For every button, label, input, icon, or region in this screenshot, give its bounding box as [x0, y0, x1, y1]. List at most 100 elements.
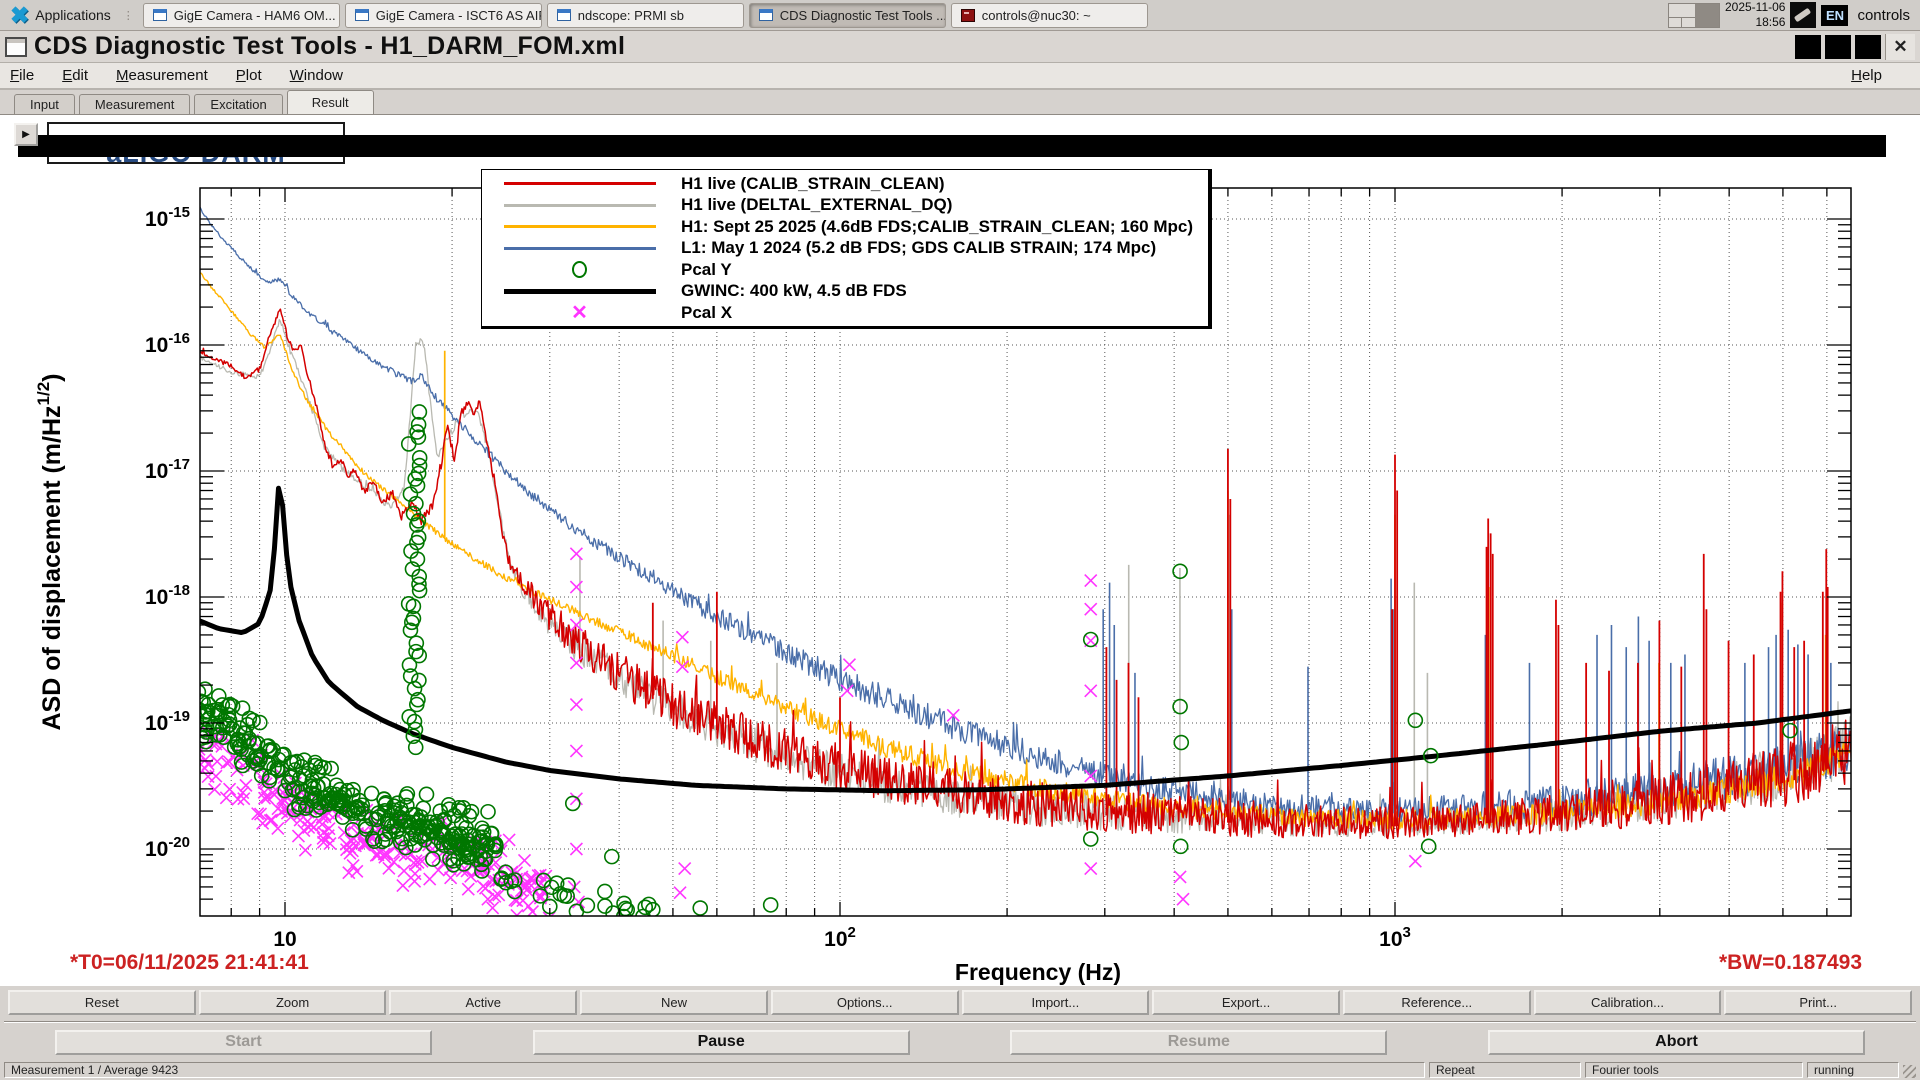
taskbar-window-2[interactable]: GigE Camera - ISCT6 AS AIR — [345, 3, 542, 28]
print-button[interactable]: Print... — [1724, 990, 1912, 1015]
export-button[interactable]: Export... — [1152, 990, 1340, 1015]
x-tick-label: 10 — [273, 928, 296, 951]
taskbar-window-4[interactable]: CDS Diagnostic Test Tools ... — [749, 3, 946, 28]
abort-button[interactable]: Abort — [1488, 1030, 1865, 1055]
taskbar-window-3[interactable]: ndscope: PRMI sb — [547, 3, 744, 28]
minimize-button[interactable] — [1795, 35, 1821, 59]
t0-annotation: *T0=06/11/2025 21:41:41 — [70, 951, 309, 975]
applications-label: Applications — [35, 7, 111, 23]
trace-gwinc-400-kw-4-5-db-fds — [200, 488, 1851, 790]
terminal-icon — [961, 9, 975, 22]
window-icon — [759, 9, 773, 21]
taskbar-window-label: GigE Camera - ISCT6 AS AIR — [376, 8, 542, 23]
window-controls — [1795, 34, 1915, 60]
legend-marker — [482, 247, 677, 250]
import-button[interactable]: Import... — [962, 990, 1150, 1015]
scatter-pcal-x — [190, 548, 1421, 929]
x-axis-label: Frequency (Hz) — [955, 959, 1121, 985]
active-button[interactable]: Active — [389, 990, 577, 1015]
status-repeat: Repeat — [1429, 1062, 1581, 1078]
shade-button[interactable] — [1855, 35, 1881, 59]
taskbar-window-label: CDS Diagnostic Test Tools ... — [780, 8, 946, 23]
menu-window[interactable]: Window — [290, 67, 343, 84]
workspace-pager[interactable] — [1668, 3, 1720, 28]
legend-marker — [482, 204, 677, 207]
new-button[interactable]: New — [580, 990, 768, 1015]
menu-plot[interactable]: Plot — [236, 67, 262, 84]
calibration-button[interactable]: Calibration... — [1534, 990, 1722, 1015]
menu-help[interactable]: Help — [1851, 67, 1882, 84]
menu-file[interactable]: File — [10, 67, 34, 84]
taskbar-window-label: controls@nuc30: ~ — [982, 8, 1091, 23]
y-tick-label: 10-20 — [145, 834, 190, 861]
start-button: Start — [55, 1030, 432, 1055]
applications-menu[interactable]: ✖ Applications — [6, 2, 115, 29]
window-icon — [557, 9, 571, 21]
y-tick-label: 10-18 — [145, 582, 190, 609]
tab-input[interactable]: Input — [14, 94, 75, 114]
trace-h1-live-deltal-external-dq- — [200, 320, 1851, 837]
tab-excitation[interactable]: Excitation — [194, 94, 282, 114]
toolbar-separator — [4, 1021, 1916, 1023]
y-tick-label: 10-16 — [145, 330, 190, 357]
menubar: File Edit Measurement Plot Window Help — [0, 63, 1920, 90]
reference-button[interactable]: Reference... — [1343, 990, 1531, 1015]
status-tools: Fourier tools — [1585, 1062, 1803, 1078]
taskbar-window-1[interactable]: GigE Camera - HAM6 OM... — [143, 3, 340, 28]
measurement-controls: Start Pause Resume Abort — [0, 1024, 1920, 1060]
taskbar-handle: ⋮ — [123, 9, 135, 22]
statusbar: Measurement 1 / Average 9423 Repeat Four… — [0, 1060, 1920, 1080]
legend-marker — [482, 289, 677, 294]
reset-button[interactable]: Reset — [8, 990, 196, 1015]
black-overlay-bar — [18, 135, 1886, 157]
x-tick-label: 103 — [1379, 924, 1411, 951]
bw-annotation: *BW=0.187493 — [1719, 951, 1862, 975]
legend-label: GWINC: 400 kW, 4.5 dB FDS — [677, 281, 907, 301]
tab-measurement[interactable]: Measurement — [79, 94, 190, 114]
clock-date: 2025-11-06 — [1725, 0, 1786, 15]
tab-result[interactable]: Result — [287, 90, 374, 114]
trace-h1-live-calib-strain-clean- — [200, 309, 1851, 838]
user-label: controls — [1857, 7, 1910, 24]
plot-legend[interactable]: H1 live (CALIB_STRAIN_CLEAN)H1 live (DEL… — [481, 169, 1212, 329]
result-pane: 10-1510-1610-1710-1810-1910-2010102103Fr… — [0, 114, 1920, 986]
legend-marker — [482, 261, 677, 278]
window-titlebar[interactable]: CDS Diagnostic Test Tools - H1_DARM_FOM.… — [0, 31, 1920, 63]
legend-label: H1 live (DELTAL_EXTERNAL_DQ) — [677, 195, 952, 215]
legend-row-3: H1: Sept 25 2025 (4.6dB FDS;CALIB_STRAIN… — [482, 217, 1208, 237]
resume-button: Resume — [1010, 1030, 1387, 1055]
y-tick-label: 10-15 — [145, 204, 190, 231]
clock[interactable]: 2025-11-06 18:56 — [1725, 0, 1786, 30]
panel-expand-button[interactable] — [14, 123, 38, 146]
legend-row-6: GWINC: 400 kW, 4.5 dB FDS — [482, 281, 1208, 301]
legend-row-7: ✕Pcal X — [482, 303, 1208, 323]
clock-time: 18:56 — [1725, 15, 1786, 30]
legend-label: Pcal Y — [677, 260, 732, 280]
status-running: running — [1807, 1062, 1899, 1078]
close-button[interactable] — [1885, 34, 1915, 60]
legend-marker: ✕ — [482, 303, 677, 323]
legend-label: H1 live (CALIB_STRAIN_CLEAN) — [677, 174, 945, 194]
legend-label: Pcal X — [677, 303, 732, 323]
menu-edit[interactable]: Edit — [62, 67, 88, 84]
resize-grip[interactable] — [1903, 1065, 1916, 1078]
workspace-1 — [1669, 4, 1695, 27]
menu-measurement[interactable]: Measurement — [116, 67, 208, 84]
window-icon — [355, 9, 369, 21]
y-tick-label: 10-19 — [145, 708, 190, 735]
options-button[interactable]: Options... — [771, 990, 959, 1015]
taskbar-window-label: ndscope: PRMI sb — [578, 8, 684, 23]
window-title: CDS Diagnostic Test Tools - H1_DARM_FOM.… — [34, 32, 625, 61]
pause-button[interactable]: Pause — [533, 1030, 910, 1055]
applications-icon: ✖ — [10, 4, 29, 27]
legend-row-5: Pcal Y — [482, 260, 1208, 280]
legend-marker — [482, 225, 677, 228]
taskbar-window-5[interactable]: controls@nuc30: ~ — [951, 3, 1148, 28]
keyboard-layout-badge[interactable]: EN — [1821, 5, 1848, 26]
y-tick-label: 10-17 — [145, 456, 190, 483]
screenshot-tool-icon[interactable] — [1790, 2, 1816, 28]
zoom-button[interactable]: Zoom — [199, 990, 387, 1015]
plot-toolbar: ResetZoomActiveNewOptions...Import...Exp… — [0, 986, 1920, 1020]
y-axis-label: ASD of displacement (m/Hz1/2) — [34, 373, 66, 730]
maximize-button[interactable] — [1825, 35, 1851, 59]
